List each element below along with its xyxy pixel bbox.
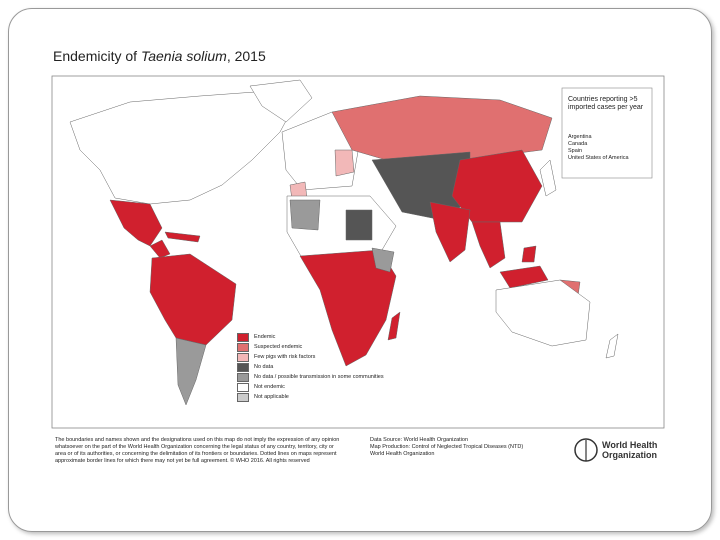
inset-country: Argentina xyxy=(568,134,592,140)
logo-line: World Health xyxy=(602,440,658,450)
legend-item: Not endemic xyxy=(237,382,384,392)
legend-label: Not endemic xyxy=(254,384,285,390)
legend-item: Few pigs with risk factors xyxy=(237,352,384,362)
legend-label: Suspected endemic xyxy=(254,344,303,350)
slide-frame xyxy=(8,8,712,532)
legend-swatch xyxy=(237,332,249,342)
legend-label: No data / possible transmission in some … xyxy=(254,374,384,380)
madagascar xyxy=(387,311,401,341)
india xyxy=(429,201,471,263)
legend-label: Not applicable xyxy=(254,394,289,400)
legend-label: Few pigs with risk factors xyxy=(254,354,316,360)
legend-item: Endemic xyxy=(237,332,384,342)
legend-label: No data xyxy=(254,364,274,370)
legend-item: Not applicable xyxy=(237,392,384,402)
inset-heading: Countries reporting >5 imported cases pe… xyxy=(568,96,644,111)
legend: Endemic Suspected endemic Few pigs with ri… xyxy=(237,332,384,402)
title-text: Endemicity of xyxy=(53,48,141,64)
central-america xyxy=(149,239,171,259)
legend-swatch xyxy=(237,352,249,362)
source-line: World Health Organization xyxy=(370,451,435,457)
new-zealand xyxy=(605,333,619,359)
horn-of-africa xyxy=(371,247,395,273)
north-america xyxy=(69,91,296,205)
source-line: Data Source: World Health Organization xyxy=(370,437,469,443)
inset-list: Argentina Canada Spain United States of Ame… xyxy=(568,134,629,162)
philippines xyxy=(521,245,537,263)
maghreb xyxy=(289,199,321,231)
southern-cone xyxy=(175,337,207,406)
map-title: Endemicity of Taenia solium, 2015 xyxy=(53,48,266,64)
eastern-europe xyxy=(334,149,355,177)
legend-swatch xyxy=(237,382,249,392)
legend-swatch xyxy=(237,392,249,402)
legend-item: No data / possible transmission in some … xyxy=(237,372,384,382)
legend-swatch xyxy=(237,342,249,352)
source-line: Map Production: Control of Neglected Tro… xyxy=(370,444,524,450)
japan xyxy=(539,159,557,197)
inset-country: Spain xyxy=(568,148,583,154)
inset-country: Canada xyxy=(568,141,588,147)
disclaimer: The boundaries and names shown and the d… xyxy=(55,437,340,464)
legend-label: Endemic xyxy=(254,334,276,340)
logo-text: World Health Organization xyxy=(602,440,657,460)
legend-item: No data xyxy=(237,362,384,372)
title-species: Taenia solium xyxy=(140,48,227,64)
inset-country: United States of America xyxy=(568,155,629,161)
caribbean xyxy=(164,231,201,243)
sudan xyxy=(345,209,373,241)
greenland xyxy=(249,79,313,123)
source: Data Source: World Health Organization Ma… xyxy=(370,437,523,458)
title-year: , 2015 xyxy=(226,48,266,64)
russia xyxy=(331,95,553,165)
inset-box xyxy=(561,87,653,179)
china xyxy=(451,149,543,223)
legend-item: Suspected endemic xyxy=(237,342,384,352)
legend-swatch xyxy=(237,362,249,372)
legend-swatch xyxy=(237,372,249,382)
indonesia xyxy=(499,265,549,289)
australia xyxy=(495,279,591,347)
logo-line: Organization xyxy=(602,450,658,460)
land xyxy=(69,79,619,406)
southeast-asia xyxy=(471,221,506,269)
